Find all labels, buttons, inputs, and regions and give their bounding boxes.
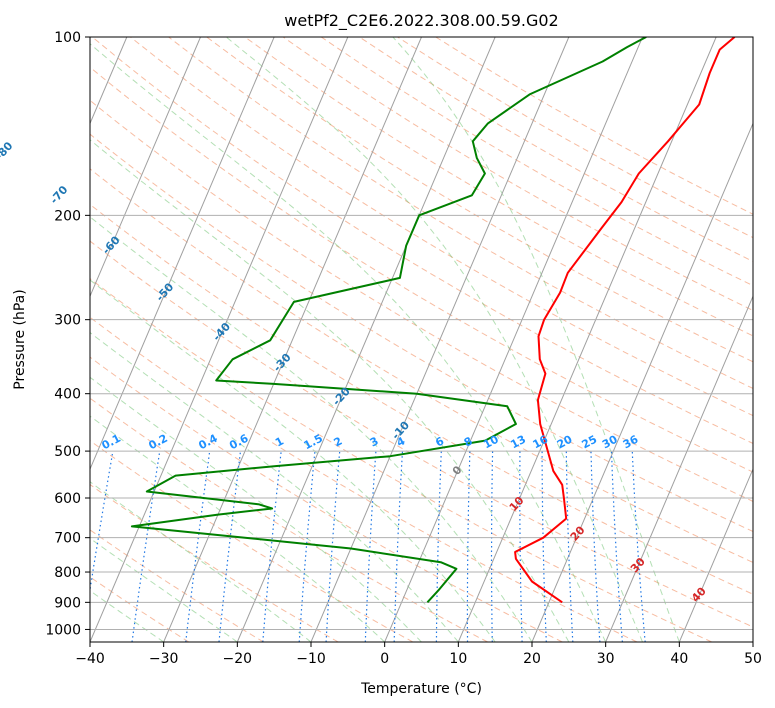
mixing-ratio-label: 36 [621,433,641,452]
moist-adiabat-line [90,139,570,642]
dry-adiabat-line [90,240,753,628]
moist-adiabat-line [90,590,164,642]
y-tick-label: 400 [54,387,81,403]
profile-line [514,37,736,604]
mixing-ratio-line [435,451,442,642]
y-axis-label: Pressure (hPa) [12,289,28,389]
moist-adiabat-line [90,415,386,642]
isotherm-line [384,37,643,642]
mixing-ratio-line [325,451,341,642]
x-tick-label: 20 [523,651,541,667]
x-tick-label: −20 [223,651,253,667]
mixing-ratio-line [218,451,242,642]
mixing-ratio-line [393,451,404,642]
dry-adiabat-line [130,37,753,417]
isotherm-line [310,37,570,642]
moist-adiabat-line [90,331,459,642]
isotherm-line [457,37,717,642]
mixing-ratio-line [610,451,623,642]
y-tick-label: 700 [54,531,81,547]
x-tick-label: −30 [149,651,179,667]
mixing-ratio-line [364,451,377,642]
mixing-ratio-line [466,451,471,642]
x-tick-label: −10 [296,651,326,667]
mixing-ratio-line [631,451,646,642]
isotherm-line [163,37,422,642]
isotherm-line [605,295,753,642]
mixing-ratio-line [541,451,547,642]
x-tick-label: 50 [744,651,762,667]
profile-series [130,37,736,604]
mixing-ratio-line [262,451,282,642]
moist-adiabat-line [90,279,496,642]
dry-adiabat-line [90,356,563,642]
y-tick-label: 900 [54,595,81,611]
x-tick-label: 0 [380,651,389,667]
x-tick-label: 30 [597,651,615,667]
y-tick-label: 300 [54,313,81,329]
x-tick-label: −40 [75,651,105,667]
moist-adiabat-line [90,537,238,642]
dry-adiabat-line [244,37,753,337]
chart-title: wetPf2_C2E6.2022.308.00.59.G02 [284,11,558,31]
mixing-ratio-line [131,451,161,642]
mixing-ratio-line [90,450,114,594]
y-tick-label: 800 [54,565,81,581]
mixing-ratio-line [519,451,523,642]
y-tick-label: 200 [54,208,81,224]
axis-ticks: −40 −30 −20 −10 0 10 20 30 40 50 100 200 300 400 500 60… [45,30,762,667]
mixing-ratio-label: 16 [531,433,551,452]
mixing-ratio-label: 20 [555,433,575,452]
mixing-ratio-line [490,451,494,642]
x-tick-label: 10 [449,651,467,667]
moist-adiabat-line [392,37,680,642]
dry-adiabat-line [91,37,753,445]
mixing-ratio-label: 13 [508,433,528,452]
dry-adiabat-line [90,483,339,642]
mixing-ratio-line [565,451,574,642]
x-axis-label: Temperature (°C) [360,681,482,697]
mixing-ratio-label: 30 [600,433,620,452]
moist-adiabat-line [90,43,607,642]
y-tick-label: 100 [54,30,81,46]
plot-frame [89,36,754,643]
dry-adiabat-line [282,37,753,312]
profile-line [130,37,647,603]
plot-area [90,37,753,642]
isotherm-line [90,37,349,642]
isotherm-line [90,37,201,298]
mixing-ratio-label: 25 [580,433,600,452]
mixing-ratio-line [185,451,211,642]
y-tick-label: 1000 [45,622,81,638]
dry-adiabat-line [90,278,712,642]
moist-adiabat-line [90,216,533,642]
dry-adiabat-line [90,99,753,502]
isotherm-line [90,37,275,471]
mixing-ratio-line [298,451,316,642]
mixing-ratio-label: 10 [481,433,501,452]
y-tick-label: 500 [54,444,81,460]
moist-adiabat-line [225,37,643,642]
dry-adiabat-line [90,133,753,533]
dry-adiabat-line [90,203,753,595]
mixing-ratio-lines [90,450,646,642]
isotherm-line [678,467,753,642]
mixing-ratio-line [590,451,601,642]
moist-adiabat-line [90,481,312,642]
y-tick-label: 600 [54,491,81,507]
isotherm-line [531,122,753,642]
dry-adiabat-line [90,316,638,642]
dry-adiabat-line [90,529,264,642]
x-tick-label: 40 [670,651,688,667]
